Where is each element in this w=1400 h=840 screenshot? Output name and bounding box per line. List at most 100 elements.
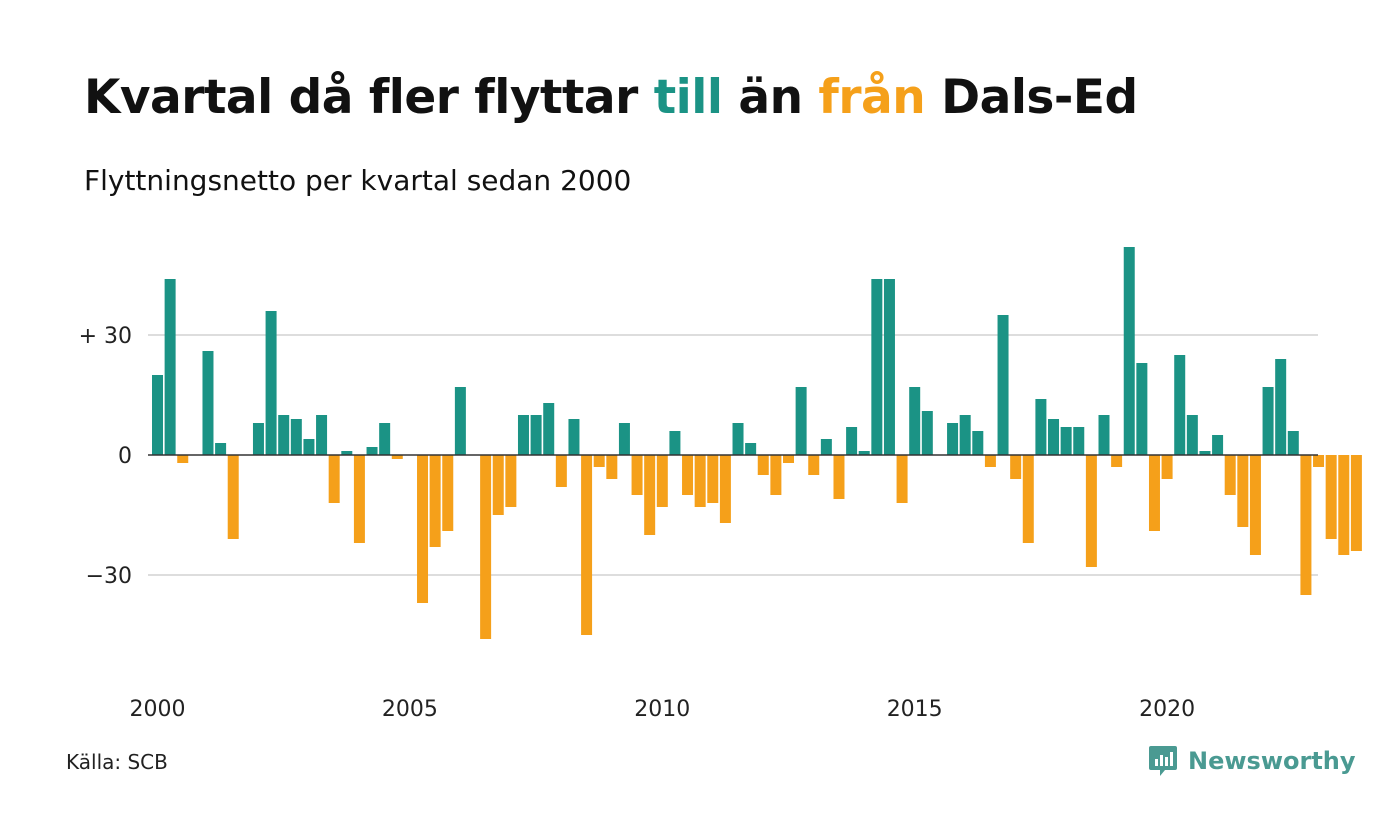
bar-2015-Q2 xyxy=(921,411,933,455)
bar-2023-Q3 xyxy=(1338,455,1350,555)
bar-2001-Q2 xyxy=(215,443,227,455)
bar-2003-Q3 xyxy=(328,455,340,503)
bar-2014-Q3 xyxy=(883,279,895,455)
bar-2010-Q3 xyxy=(682,455,694,495)
title-till-highlight: till xyxy=(653,70,723,125)
bar-2006-Q4 xyxy=(492,455,504,515)
y-tick-label-0: + 30 xyxy=(79,324,132,349)
bar-2021-Q4 xyxy=(1249,455,1261,555)
bar-2022-Q2 xyxy=(1275,359,1287,455)
x-tick-label-2020: 2020 xyxy=(1139,697,1195,722)
bar-2007-Q4 xyxy=(543,403,555,455)
bar-2005-Q3 xyxy=(429,455,441,547)
y-tick-label-2: −30 xyxy=(86,564,132,589)
title-part-2: än xyxy=(722,70,819,125)
bar-2023-Q1 xyxy=(1313,455,1325,467)
x-tick-label-2015: 2015 xyxy=(887,697,943,722)
bar-2017-Q3 xyxy=(1035,399,1047,455)
bar-2004-Q1 xyxy=(353,455,365,543)
bar-2015-Q4 xyxy=(947,423,959,455)
bar-2017-Q2 xyxy=(1022,455,1034,543)
bar-2021-Q1 xyxy=(1212,435,1224,455)
bar-2022-Q4 xyxy=(1300,455,1312,595)
bar-2009-Q4 xyxy=(644,455,656,535)
bar-2016-Q2 xyxy=(972,431,984,455)
bar-2007-Q2 xyxy=(517,415,529,455)
bar-2020-Q3 xyxy=(1186,415,1198,455)
newsworthy-logo-icon xyxy=(1149,746,1177,776)
bar-2012-Q2 xyxy=(770,455,782,495)
bar-2008-Q3 xyxy=(581,455,593,635)
title-part-1: Kvartal då fler flyttar xyxy=(84,70,654,125)
bar-2006-Q3 xyxy=(480,455,492,639)
bar-2018-Q2 xyxy=(1073,427,1085,455)
bar-2014-Q2 xyxy=(871,279,883,455)
bar-2009-Q2 xyxy=(618,423,630,455)
y-tick-label-1: 0 xyxy=(118,444,132,469)
bar-2008-Q1 xyxy=(555,455,567,487)
bar-2013-Q4 xyxy=(846,427,858,455)
bar-2008-Q4 xyxy=(593,455,605,467)
bar-2010-Q4 xyxy=(694,455,706,507)
bar-2003-Q4 xyxy=(341,451,353,455)
bar-2014-Q1 xyxy=(858,451,870,455)
bar-2020-Q1 xyxy=(1161,455,1173,479)
bar-2019-Q2 xyxy=(1123,247,1135,455)
bars xyxy=(152,247,1362,639)
bar-2020-Q4 xyxy=(1199,451,1211,455)
bar-2001-Q3 xyxy=(227,455,239,539)
bar-2001-Q1 xyxy=(202,351,214,455)
bar-2020-Q2 xyxy=(1174,355,1186,455)
bar-2010-Q2 xyxy=(669,431,681,455)
bar-2010-Q1 xyxy=(656,455,668,507)
title-fran-highlight: från xyxy=(818,70,926,125)
title-part-3: Dals-Ed xyxy=(925,70,1138,125)
x-tick-label-2000: 2000 xyxy=(130,697,186,722)
bar-2002-Q3 xyxy=(278,415,290,455)
x-tick-label-2005: 2005 xyxy=(382,697,438,722)
bar-2007-Q3 xyxy=(530,415,542,455)
bar-2019-Q4 xyxy=(1148,455,1160,531)
bar-2022-Q3 xyxy=(1287,431,1299,455)
x-tick-label-2010: 2010 xyxy=(634,697,690,722)
x-axis-ticks: 2000 2005 2010 2015 2020 xyxy=(130,697,1196,722)
bar-2019-Q3 xyxy=(1136,363,1148,455)
bar-2013-Q2 xyxy=(820,439,832,455)
bar-2004-Q3 xyxy=(379,423,391,455)
bar-2009-Q1 xyxy=(606,455,618,479)
bar-2004-Q4 xyxy=(391,455,403,459)
bar-2004-Q2 xyxy=(366,447,378,455)
bar-2002-Q2 xyxy=(265,311,277,455)
bar-2021-Q3 xyxy=(1237,455,1249,527)
bar-2011-Q2 xyxy=(719,455,731,523)
bar-2012-Q3 xyxy=(783,455,794,463)
bar-2003-Q1 xyxy=(303,439,315,455)
bar-2006-Q1 xyxy=(454,387,466,455)
gridlines xyxy=(148,334,1318,576)
bar-2018-Q3 xyxy=(1085,455,1097,567)
y-axis-ticks: + 30 0 −30 xyxy=(79,324,132,589)
bar-2016-Q3 xyxy=(984,455,996,467)
source-note: Källa: SCB xyxy=(66,750,168,774)
bar-2002-Q1 xyxy=(252,423,264,455)
bar-2000-Q2 xyxy=(164,279,176,455)
bar-2018-Q4 xyxy=(1098,415,1110,455)
bar-2017-Q1 xyxy=(1010,455,1022,479)
bar-2016-Q1 xyxy=(959,415,971,455)
bar-2023-Q2 xyxy=(1325,455,1337,539)
chart-subtitle: Flyttningsnetto per kvartal sedan 2000 xyxy=(84,164,632,197)
bar-2012-Q1 xyxy=(757,455,769,475)
bar-2011-Q1 xyxy=(707,455,719,503)
bar-2000-Q1 xyxy=(152,375,163,455)
bar-2011-Q3 xyxy=(732,423,744,455)
bar-2012-Q4 xyxy=(795,387,807,455)
chart-title: Kvartal då fler flyttar till än från Dal… xyxy=(84,70,1138,125)
bar-2013-Q3 xyxy=(833,455,845,499)
bar-2016-Q4 xyxy=(997,315,1009,455)
bar-2003-Q2 xyxy=(316,415,328,455)
bar-2023-Q4 xyxy=(1350,455,1362,551)
bar-2022-Q1 xyxy=(1262,387,1274,455)
bar-2007-Q1 xyxy=(505,455,517,507)
bar-2014-Q4 xyxy=(896,455,908,503)
